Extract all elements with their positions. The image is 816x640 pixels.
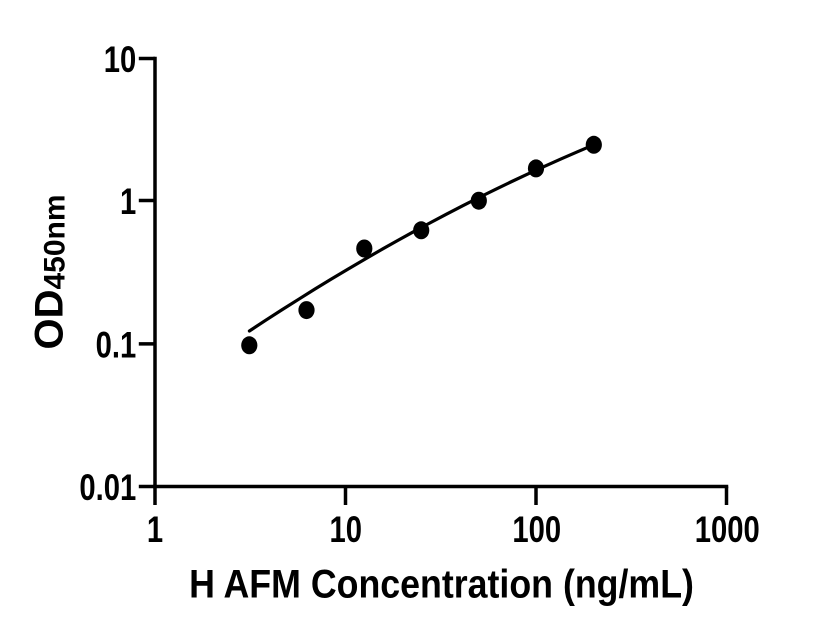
- svg-text:0.01: 0.01: [79, 468, 136, 509]
- svg-text:1000: 1000: [695, 510, 760, 551]
- svg-text:1: 1: [147, 510, 163, 551]
- svg-text:10: 10: [329, 510, 362, 551]
- svg-text:H AFM Concentration (ng/mL): H AFM Concentration (ng/mL): [189, 562, 694, 606]
- svg-text:0.1: 0.1: [96, 325, 137, 366]
- svg-text:10: 10: [104, 40, 137, 81]
- svg-text:100: 100: [512, 510, 561, 551]
- svg-text:1: 1: [120, 182, 136, 223]
